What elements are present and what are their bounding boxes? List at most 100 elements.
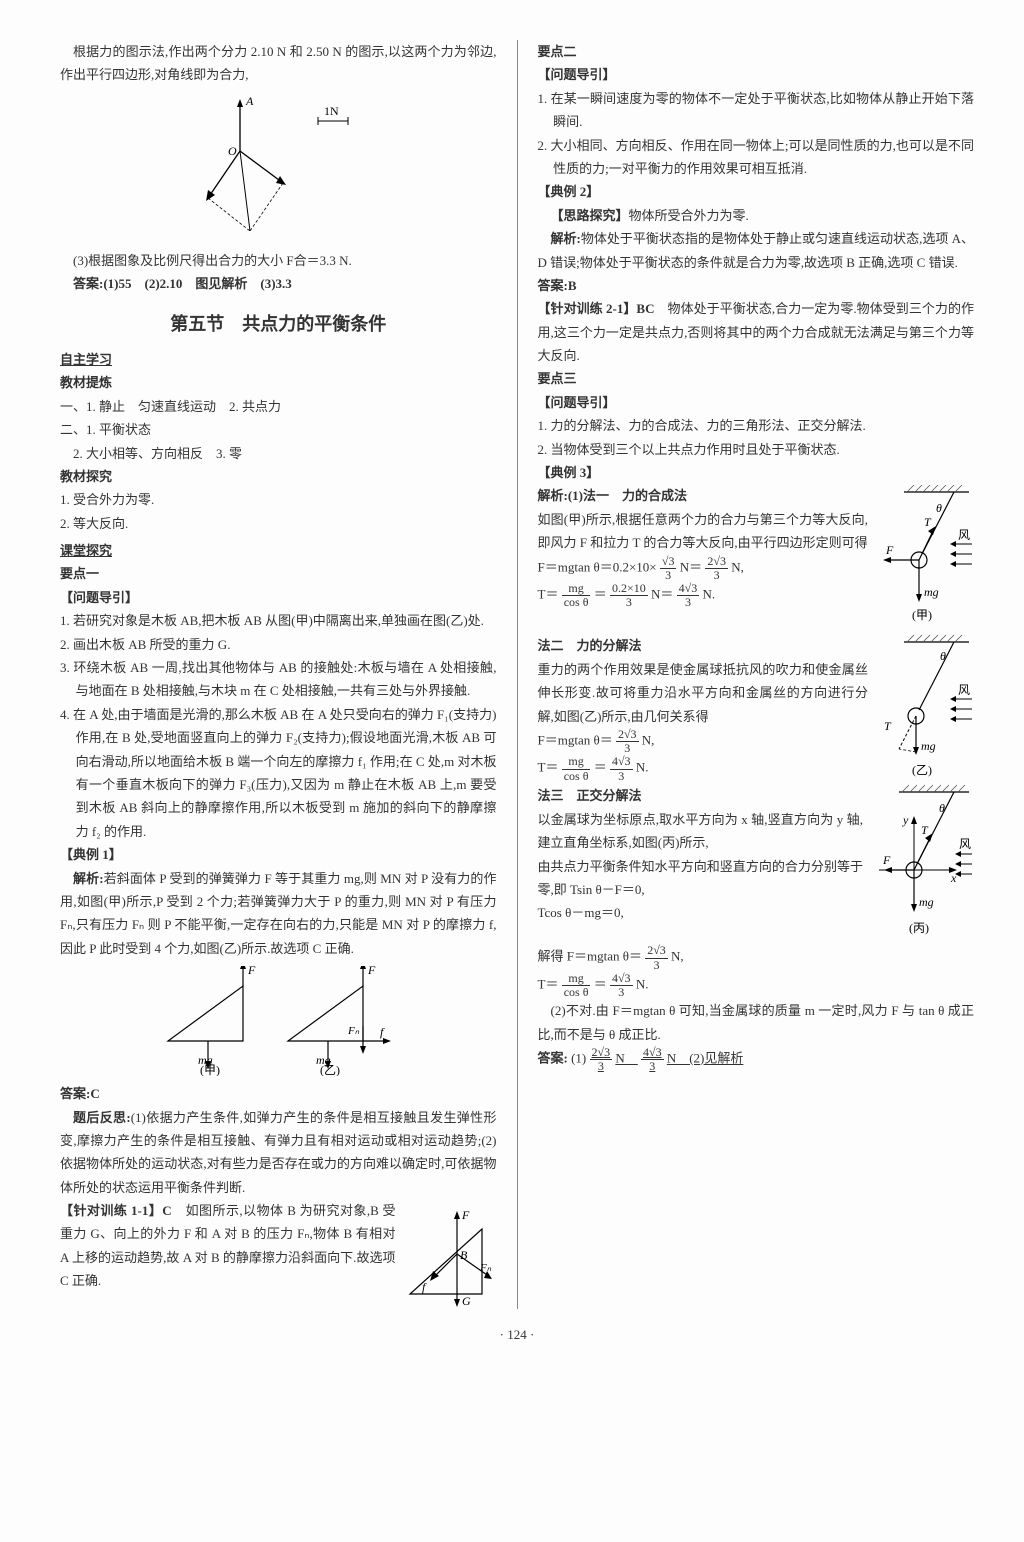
ex3-fig-jia: θ T F mg 风 (甲) [874, 484, 974, 634]
ex3-method2-row: 法二 力的分解法 重力的两个作用效果是使金属球抵抗风的吹力和使金属丝伸长形变.故… [538, 634, 975, 784]
ex3-method3-row: 法三 正交分解法 以金属球为坐标原点,取水平方向为 x 轴,竖直方向为 y 轴,… [538, 784, 975, 944]
svg-text:(甲): (甲) [912, 608, 932, 622]
r3-guide-2: 2. 当物体受到三个以上共点力作用时且处于平衡状态. [538, 438, 975, 461]
heading-example-2: 【典例 2】 [538, 180, 975, 203]
svg-text:(丙): (丙) [909, 921, 929, 935]
ex3-method3-text-c: Tcos θ－mg＝0, [538, 901, 864, 924]
svg-text:f: f [422, 1280, 427, 1294]
left-answer: 答案:(1)55 (2)2.10 图见解析 (3)3.3 [60, 272, 497, 295]
svg-text:θ: θ [940, 649, 946, 663]
svg-text:θ: θ [936, 501, 942, 515]
ex3-method2-text: 重力的两个作用效果是使金属球抵抗风的吹力和使金属丝伸长形变.故可将重力沿水平方向… [538, 658, 869, 728]
heading-point-2: 要点二 [538, 40, 975, 63]
example-2-think: 【思路探究】物体所受合外力为零. [538, 204, 975, 227]
example-2-answer: 答案:B [538, 274, 975, 297]
svg-text:T: T [921, 823, 929, 837]
svg-text:风: 风 [958, 528, 970, 542]
ex3-eq2: T＝ mgcos θ ＝ 0.2×103 N＝ 4√33 N. [538, 582, 869, 609]
r3-guide-1: 1. 力的分解法、力的合成法、力的三角形法、正交分解法. [538, 414, 975, 437]
r-guide-1: 1. 在某一瞬间速度为零的物体不一定处于平衡状态,比如物体从静止开始下落瞬间. [538, 87, 975, 134]
svg-text:mg: mg [921, 739, 936, 753]
page-number: · 124 · [60, 1323, 974, 1346]
explore-line-1: 1. 受合外力为零. [60, 488, 497, 511]
page: 根据力的图示法,作出两个分力 2.10 N 和 2.50 N 的图示,以这两个力… [60, 40, 974, 1309]
heading-guide-2: 【问题导引】 [538, 63, 975, 86]
svg-text:F: F [367, 966, 376, 977]
heading-guide-1: 【问题导引】 [60, 586, 497, 609]
svg-text:mg: mg [924, 585, 939, 599]
svg-text:B: B [460, 1248, 468, 1262]
train1-figure: B F Fₙ f G [402, 1199, 497, 1309]
ex3-eq1: F＝mgtan θ＝0.2×10× √33 N＝ 2√33 N, [538, 555, 869, 582]
svg-text:mg: mg [919, 895, 934, 909]
ex3-fig-yi: θ mg T 风 (乙) [874, 634, 974, 784]
svg-text:风: 风 [958, 683, 970, 697]
guide-4: 4. 在 A 处,由于墙面是光滑的,那么木板 AB 在 A 处只受向右的弹力 F… [60, 703, 497, 843]
svg-text:F: F [882, 853, 891, 867]
svg-text:T: T [924, 515, 932, 529]
ex3-fig-bing: θ x y T F mg [869, 784, 974, 944]
reflection: 题后反思:(1)依据力产生条件,如弹力产生的条件是相互接触且发生弹性形变,摩擦力… [60, 1106, 497, 1200]
ex3-method1-row: 解析:(1)法一 力的合成法 如图(甲)所示,根据任意两个力的合力与第三个力等大… [538, 484, 975, 634]
ex3-part2: (2)不对.由 F＝mgtan θ 可知,当金属球的质量 m 一定时,风力 F … [538, 999, 975, 1046]
ex3-eq3: F＝mgtan θ＝ 2√33 N, [538, 728, 869, 755]
svg-text:(甲): (甲) [200, 1063, 220, 1076]
guide-1: 1. 若研究对象是木板 AB,把木板 AB 从图(甲)中隔离出来,单独画在图(乙… [60, 609, 497, 632]
svg-text:G: G [462, 1294, 471, 1308]
svg-text:F: F [885, 543, 894, 557]
heading-train-2: 【针对训练 2-1】BC 物体处于平衡状态,合力一定为零.物体受到三个力的作用,… [538, 297, 975, 367]
svg-text:A: A [245, 94, 254, 108]
left-intro: 根据力的图示法,作出两个分力 2.10 N 和 2.50 N 的图示,以这两个力… [60, 40, 497, 87]
ex3-eq4: T＝ mgcos θ ＝ 4√33 N. [538, 755, 869, 782]
ex3-eq5: 解得 F＝mgtan θ＝ 2√33 N, [538, 944, 975, 971]
ex3-method3-text: 以金属球为坐标原点,取水平方向为 x 轴,竖直方向为 y 轴,建立直角坐标系,如… [538, 808, 864, 855]
heading-point-1: 要点一 [60, 562, 497, 585]
heading-train-1: 【针对训练 1-1】C 如图所示,以物体 B 为研究对象,B 受重力 G、向上的… [60, 1199, 396, 1293]
heading-point-3: 要点三 [538, 367, 975, 390]
example-1-analysis: 解析:若斜面体 P 受到的弹簧弹力 F 等于其重力 mg,则 MN 对 P 没有… [60, 867, 497, 961]
svg-text:Fₙ: Fₙ [479, 1262, 492, 1274]
heading-class-explore: 课堂探究 [60, 539, 497, 562]
left-column: 根据力的图示法,作出两个分力 2.10 N 和 2.50 N 的图示,以这两个力… [60, 40, 497, 1309]
example-2-analysis: 解析:物体处于平衡状态指的是物体处于静止或匀速直线运动状态,选项 A、D 错误;… [538, 227, 975, 274]
guide-3: 3. 环绕木板 AB 一周,找出其他物体与 AB 的接触处:木板与墙在 A 处相… [60, 656, 497, 703]
refine-line-2: 二、1. 平衡状态 [60, 418, 497, 441]
refine-line-1: 一、1. 静止 匀速直线运动 2. 共点力 [60, 395, 497, 418]
heading-explore: 教材探究 [60, 465, 497, 488]
section-title: 第五节 共点力的平衡条件 [60, 308, 497, 340]
left-after-diagram: (3)根据图象及比例尺得出合力的大小 F合＝3.3 N. [60, 249, 497, 272]
ex3-answer: 答案: (1) 2√33 N 4√33 N (2)见解析 [538, 1046, 975, 1073]
guide-2: 2. 画出木板 AB 所受的重力 G. [60, 633, 497, 656]
svg-text:O: O [228, 144, 237, 158]
svg-text:Fₙ: Fₙ [347, 1025, 360, 1037]
ex3-eq6: T＝ mgcos θ ＝ 4√33 N. [538, 972, 975, 999]
scale-label: 1N [324, 104, 339, 118]
svg-text:y: y [902, 813, 909, 827]
train1-row: 【针对训练 1-1】C 如图所示,以物体 B 为研究对象,B 受重力 G、向上的… [60, 1199, 497, 1309]
example-1-answer: 答案:C [60, 1082, 497, 1105]
svg-text:(乙): (乙) [320, 1063, 340, 1076]
heading-example-3: 【典例 3】 [538, 461, 975, 484]
svg-text:(乙): (乙) [912, 763, 932, 777]
heading-self-study: 自主学习 [60, 348, 497, 371]
r-guide-2: 2. 大小相同、方向相反、作用在同一物体上;可以是同性质的力,也可以是不同性质的… [538, 134, 975, 181]
explore-line-2: 2. 等大反向. [60, 512, 497, 535]
svg-text:F: F [247, 966, 256, 977]
ex3-method2-label: 法二 力的分解法 [538, 634, 869, 657]
vector-diagram: A O 1N [60, 93, 497, 243]
heading-guide-3: 【问题导引】 [538, 391, 975, 414]
ex3-method3-text-b: 由共点力平衡条件知水平方向和竖直方向的合力分别等于零,即 Tsin θ－F＝0, [538, 855, 864, 902]
svg-text:x: x [950, 871, 957, 885]
column-divider [517, 40, 518, 1309]
heading-refine: 教材提炼 [60, 371, 497, 394]
heading-example-1: 【典例 1】 [60, 843, 497, 866]
svg-text:T: T [884, 719, 892, 733]
svg-text:θ: θ [939, 801, 945, 815]
svg-text:风: 风 [959, 837, 971, 851]
refine-line-3: 2. 大小相等、方向相反 3. 零 [60, 442, 497, 465]
ex3-method3-label: 法三 正交分解法 [538, 784, 864, 807]
triangle-diagram: F mg (甲) F [60, 966, 497, 1076]
svg-text:F: F [461, 1208, 470, 1222]
ex3-method1-label: 解析:(1)法一 力的合成法 [538, 484, 869, 507]
right-column: 要点二 【问题导引】 1. 在某一瞬间速度为零的物体不一定处于平衡状态,比如物体… [538, 40, 975, 1309]
